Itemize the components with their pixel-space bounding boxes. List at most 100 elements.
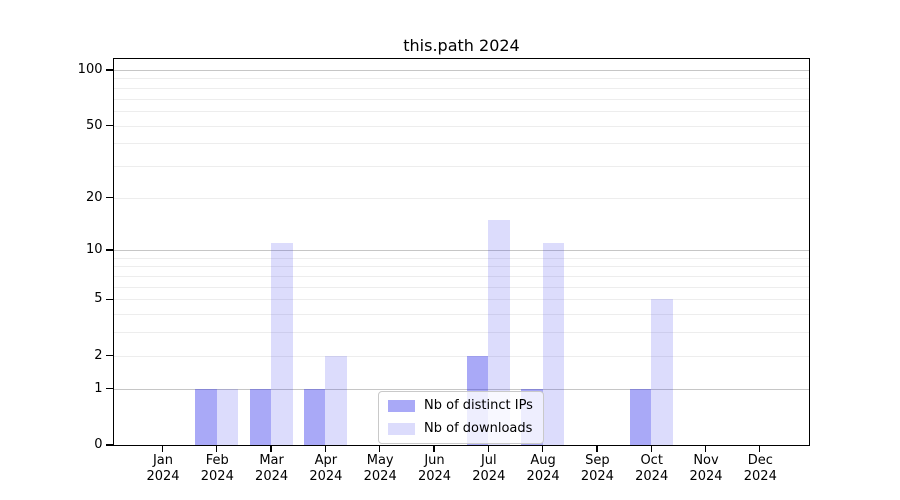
x-tick-label-month: Apr <box>314 452 338 468</box>
x-tick-label-year: 2024 <box>580 468 614 484</box>
y-tick <box>106 124 113 127</box>
gridline-minor <box>114 266 809 268</box>
y-tick-label: 100 <box>77 61 103 77</box>
x-tick-label-month: Mar <box>259 452 284 468</box>
x-tick-label-month: Oct <box>640 452 663 468</box>
gridline-minor <box>114 355 809 357</box>
gridline-minor <box>114 197 809 199</box>
x-tick-label-year: 2024 <box>146 468 180 484</box>
y-tick <box>106 196 113 199</box>
x-tick-label: Aug 2024 <box>515 453 571 485</box>
legend-label: Nb of distinct IPs <box>424 398 533 413</box>
gridline-minor <box>114 87 809 89</box>
gridline-minor <box>114 110 809 112</box>
chart-title: this.path 2024 <box>403 36 520 55</box>
x-tick-label-month: Jul <box>480 452 497 468</box>
gridline-major <box>114 250 809 252</box>
legend-item: Nb of distinct IPs <box>388 399 533 413</box>
x-tick-label-year: 2024 <box>200 468 234 484</box>
x-tick-label: Feb 2024 <box>189 453 245 485</box>
x-tick-label-month: May <box>366 452 394 468</box>
bar-downloads-oct <box>651 299 673 445</box>
legend: Nb of distinct IPs Nb of downloads <box>378 391 544 444</box>
x-tick <box>704 445 707 452</box>
bar-downloads-apr <box>325 355 347 445</box>
y-tick-label: 2 <box>94 347 103 363</box>
x-tick-label: Nov 2024 <box>678 453 734 485</box>
x-tick <box>541 445 544 452</box>
legend-item: Nb of downloads <box>388 422 533 436</box>
x-tick <box>161 445 164 452</box>
x-tick-label: Jan 2024 <box>135 453 191 485</box>
y-tick <box>106 69 113 71</box>
gridline-minor <box>114 165 809 167</box>
gridline-minor <box>114 98 809 100</box>
gridline-minor <box>114 143 809 145</box>
legend-swatch-distinct-ips <box>388 400 415 412</box>
y-tick <box>106 355 113 357</box>
x-tick <box>759 445 761 452</box>
x-tick-label: Jun 2024 <box>407 453 463 485</box>
bar-downloads-aug <box>542 243 565 445</box>
bar-distinct-ips-apr <box>303 388 326 445</box>
bar-downloads-mar <box>271 243 293 445</box>
x-tick <box>487 445 489 452</box>
y-tick-label: 50 <box>85 117 103 133</box>
gridline-minor <box>114 299 809 301</box>
legend-label: Nb of downloads <box>424 421 533 436</box>
x-tick-label: Mar 2024 <box>244 453 300 485</box>
gridline-minor <box>114 314 809 316</box>
x-tick-label-month: Sep <box>585 452 610 468</box>
bar-downloads-jul <box>488 219 510 445</box>
gridline-minor <box>114 257 809 259</box>
x-tick-label-year: 2024 <box>309 468 343 484</box>
gridline-minor <box>114 286 809 288</box>
x-tick-label-year: 2024 <box>743 468 777 484</box>
x-tick-label-month: Jan <box>152 452 174 468</box>
gridline-minor <box>114 332 809 334</box>
x-tick-label: May 2024 <box>352 453 408 485</box>
x-tick-label-month: Dec <box>747 452 773 468</box>
x-tick <box>324 445 327 452</box>
x-tick-label: Oct 2024 <box>624 453 680 485</box>
x-tick-label-year: 2024 <box>255 468 289 484</box>
y-tick-label: 5 <box>94 291 103 307</box>
plot-area <box>106 58 810 452</box>
x-tick <box>650 445 652 452</box>
x-tick <box>379 445 381 452</box>
y-tick-label: 10 <box>85 242 103 258</box>
y-tick-label: 20 <box>85 189 103 205</box>
gridline-major <box>114 69 809 71</box>
x-tick-label-year: 2024 <box>635 468 669 484</box>
y-tick-label: 1 <box>94 380 103 396</box>
gridline-major <box>114 388 809 390</box>
y-tick <box>106 298 113 301</box>
x-tick <box>596 445 598 452</box>
x-tick-label: Dec 2024 <box>732 453 788 485</box>
x-tick <box>216 445 218 452</box>
x-tick-label-year: 2024 <box>472 468 506 484</box>
x-tick-label-year: 2024 <box>689 468 723 484</box>
gridline-minor <box>114 78 809 80</box>
gridline-minor <box>114 125 809 127</box>
x-tick-label: Sep 2024 <box>569 453 625 485</box>
bar-distinct-ips-mar <box>249 388 272 445</box>
x-tick-label-month: Aug <box>530 452 556 468</box>
x-tick-label-year: 2024 <box>526 468 560 484</box>
gridline-minor <box>114 276 809 278</box>
x-tick-label: Jul 2024 <box>461 453 517 485</box>
x-tick <box>433 445 435 452</box>
x-tick <box>270 445 272 452</box>
y-tick <box>106 387 113 390</box>
y-tick-label: 0 <box>94 437 103 452</box>
bar-distinct-ips-feb <box>195 388 217 445</box>
x-tick-label-year: 2024 <box>363 468 397 484</box>
legend-swatch-downloads <box>388 423 415 435</box>
x-tick-label-year: 2024 <box>417 468 452 484</box>
bar-downloads-feb <box>216 388 239 445</box>
x-tick-label: Apr 2024 <box>298 453 354 485</box>
y-tick <box>106 249 113 251</box>
bar-distinct-ips-oct <box>629 388 652 445</box>
x-tick-label-month: Jun <box>424 452 445 468</box>
